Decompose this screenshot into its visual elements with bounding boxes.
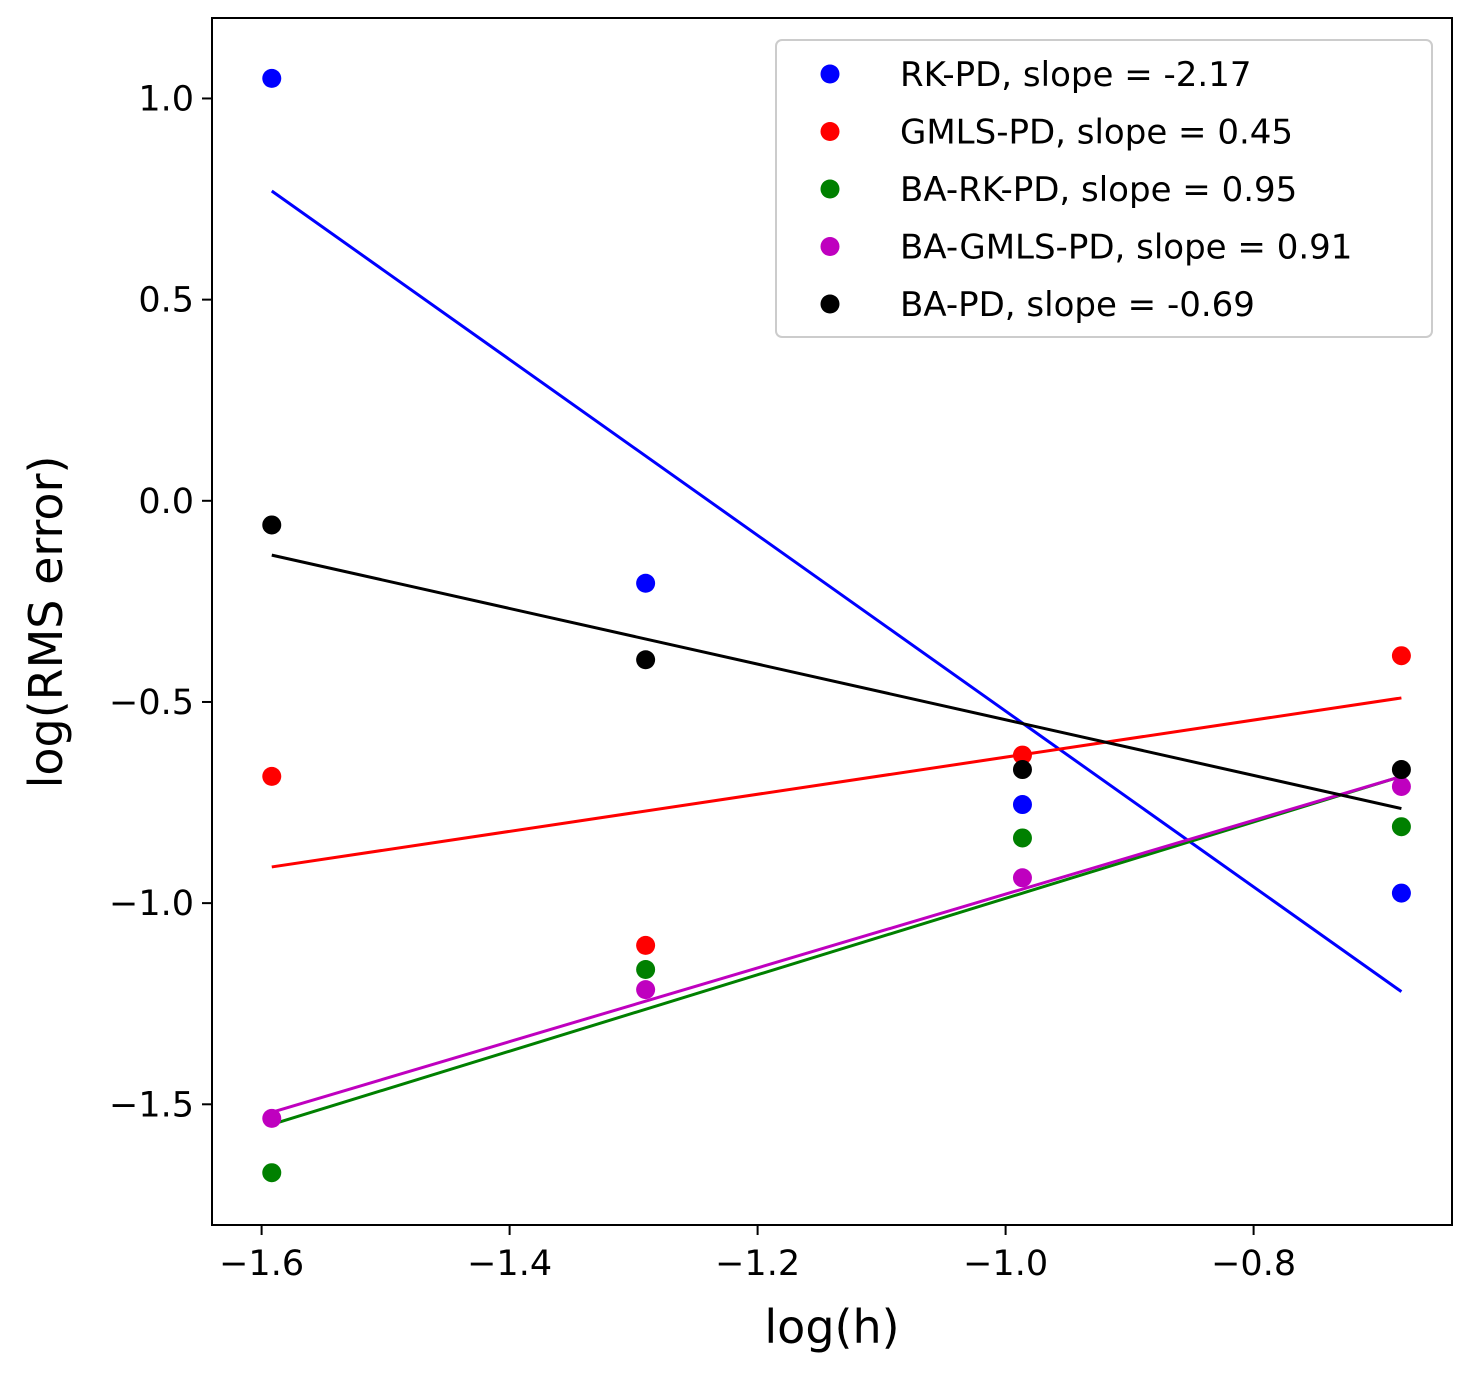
y-tick-label: −1.0 [109,884,194,924]
y-tick-label: 0.5 [138,281,194,321]
y-tick-label: −0.5 [109,683,194,723]
legend-box [775,39,1433,338]
x-tick-label: −1.2 [715,1244,800,1284]
x-tick-label: −1.4 [467,1244,552,1284]
y-axis: 1.0 0.5 0.0 −0.5 −1.0 −1.5 [109,79,212,1125]
data-point-2-0 [262,1163,282,1183]
legend-marker-0 [820,64,840,84]
fit-line-0 [270,189,1403,993]
data-point-1-0 [262,766,282,786]
y-axis-label: log(RMS error) [19,456,73,789]
fit-line-4 [271,553,1402,811]
data-point-4-0 [262,515,282,535]
legend-marker-2 [820,179,840,199]
plot-frame [211,17,1453,1226]
data-point-2-1 [636,960,656,980]
data-point-1-1 [636,935,656,955]
fit-line-3 [271,774,1402,1114]
legend-marker-3 [820,237,840,256]
legend-label-1: GMLS-PD, slope = 0.45 [900,113,1293,153]
fit-line-1 [271,696,1402,869]
data-point-4-1 [636,650,656,670]
x-tick-label: −1.6 [219,1244,304,1284]
legend-marker-4 [820,294,840,314]
data-point-0-1 [636,573,656,593]
data-point-2-2 [1012,828,1032,848]
data-point-3-0 [262,1108,282,1128]
data-point-4-3 [1391,760,1411,780]
data-point-3-1 [636,980,656,1000]
data-point-3-2 [1012,868,1032,888]
data-points [262,68,1411,1183]
x-tick-label: −0.8 [1211,1244,1296,1284]
fit-lines [270,189,1403,1126]
x-tick-label: −1.0 [963,1244,1048,1284]
legend-label-3: BA-GMLS-PD, slope = 0.91 [900,228,1352,268]
y-tick-label: −1.5 [109,1085,194,1125]
legend-label-2: BA-RK-PD, slope = 0.95 [900,170,1297,210]
data-point-3-3 [1391,776,1411,796]
x-axis: −1.6 −1.4 −1.2 −1.0 −0.8 [219,1225,1296,1284]
data-point-0-2 [1012,795,1032,815]
legend: RK-PD, slope = -2.17 GMLS-PD, slope = 0.4… [775,39,1433,338]
data-point-2-3 [1391,817,1411,837]
data-point-1-2 [1012,745,1032,765]
legend-label-0: RK-PD, slope = -2.17 [900,55,1251,95]
data-point-1-3 [1391,646,1411,666]
y-tick-label: 1.0 [138,79,194,119]
data-point-0-0 [262,68,282,88]
y-tick-label: 0.0 [138,482,194,522]
fit-line-2 [271,774,1402,1126]
legend-label-4: BA-PD, slope = -0.69 [900,285,1255,325]
data-point-0-3 [1391,883,1411,903]
x-axis-label: log(h) [764,1300,899,1354]
data-point-4-2 [1012,760,1032,780]
legend-marker-1 [820,122,840,141]
